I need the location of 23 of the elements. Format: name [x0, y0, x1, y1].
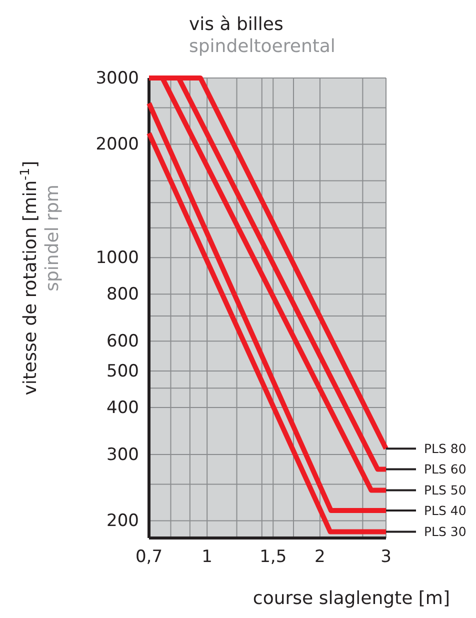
chart-subtitle: spindeltoerental [189, 36, 336, 57]
y-tick-label: 800 [106, 284, 139, 305]
text: PLS 40 [424, 502, 466, 518]
y-tick-label: 300 [106, 444, 139, 465]
text: spindel rpm [42, 184, 63, 292]
x-tick-label: 1 [202, 547, 212, 568]
x-tick-label: 1,5 [260, 547, 287, 568]
chart-title: vis à billes [189, 14, 284, 35]
text: PLS 60 [424, 462, 466, 477]
y-tick-label: 400 [106, 398, 139, 418]
text: PLS 50 [424, 482, 466, 498]
y-tick-label: 600 [106, 332, 139, 352]
y-tick-label: 500 [106, 361, 139, 382]
text: PLS 30 [424, 524, 466, 540]
text: PLS 80 [424, 440, 466, 456]
y-tick-label: 2000 [96, 134, 139, 155]
x-axis-title: course slaglengte [m] [252, 588, 450, 609]
y-tick-label: 1000 [96, 248, 139, 268]
y-tick-label: 3000 [96, 68, 139, 88]
x-tick-label: 2 [314, 547, 326, 568]
y-tick-label: 200 [106, 511, 139, 532]
x-tick-label: 3 [380, 547, 392, 568]
x-tick-label: 0,7 [135, 547, 163, 568]
